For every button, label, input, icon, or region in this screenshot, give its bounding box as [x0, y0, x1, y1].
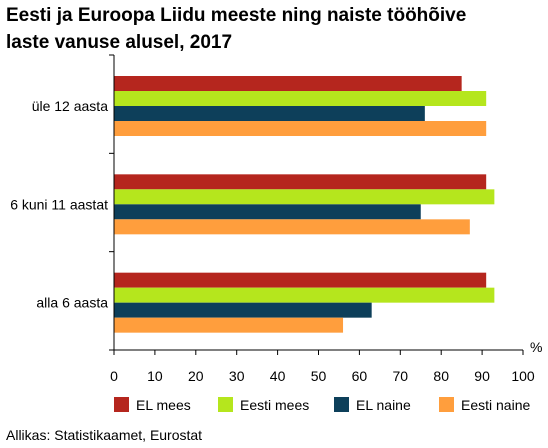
x-tick-label: 0 — [110, 368, 118, 384]
unit-label: % — [530, 339, 542, 355]
legend-label-el-mees: EL mees — [136, 397, 191, 413]
x-tick-label: 70 — [393, 368, 409, 384]
x-tick-label: 10 — [147, 368, 163, 384]
chart-title-line-2: laste vanuse alusel, 2017 — [6, 32, 233, 53]
bar-el-mees-alla-6-aasta — [114, 272, 487, 288]
x-tick-label: 50 — [311, 368, 327, 384]
x-tick-label: 80 — [433, 368, 449, 384]
legend-swatch-el-naine — [334, 397, 349, 412]
bar-eesti-naine-ule-12-aasta — [114, 121, 487, 136]
x-tick-label: 100 — [511, 368, 535, 384]
legend-label-eesti-naine: Eesti naine — [461, 397, 530, 413]
legend-swatch-el-mees — [114, 397, 129, 412]
bar-el-naine-alla-6-aasta — [114, 302, 372, 318]
x-tick-label: 60 — [352, 368, 368, 384]
bar-eesti-naine-alla-6-aasta — [114, 317, 344, 333]
bar-eesti-mees-ule-12-aasta — [114, 91, 487, 106]
bar-el-mees-ule-12-aasta — [114, 76, 462, 91]
category-label: alla 6 aasta — [36, 295, 108, 311]
chart-title-line-1: Eesti ja Euroopa Liidu meeste ning naist… — [6, 5, 467, 26]
x-tick-label: 90 — [474, 368, 490, 384]
x-tick-label: 40 — [270, 368, 286, 384]
bar-eesti-mees-alla-6-aasta — [114, 287, 495, 303]
x-tick-label: 30 — [229, 368, 245, 384]
legend-swatch-eesti-naine — [439, 397, 454, 412]
bar-el-mees-6-kuni-11-aastat — [114, 174, 487, 190]
legend-label-eesti-mees: Eesti mees — [240, 397, 309, 413]
legend-swatch-eesti-mees — [218, 397, 233, 412]
chart-title: Eesti ja Euroopa Liidu meeste ning naist… — [6, 2, 536, 56]
source-note: Allikas: Statistikaamet, Eurostat — [6, 427, 203, 443]
x-tick-label: 20 — [188, 368, 204, 384]
bar-eesti-naine-6-kuni-11-aastat — [114, 219, 470, 235]
bar-el-naine-ule-12-aasta — [114, 106, 425, 121]
category-label: üle 12 aasta — [32, 98, 108, 114]
bar-el-naine-6-kuni-11-aastat — [114, 204, 421, 220]
bar-eesti-mees-6-kuni-11-aastat — [114, 189, 495, 205]
category-label: 6 kuni 11 aastat — [10, 196, 108, 212]
legend-label-el-naine: EL naine — [356, 397, 411, 413]
